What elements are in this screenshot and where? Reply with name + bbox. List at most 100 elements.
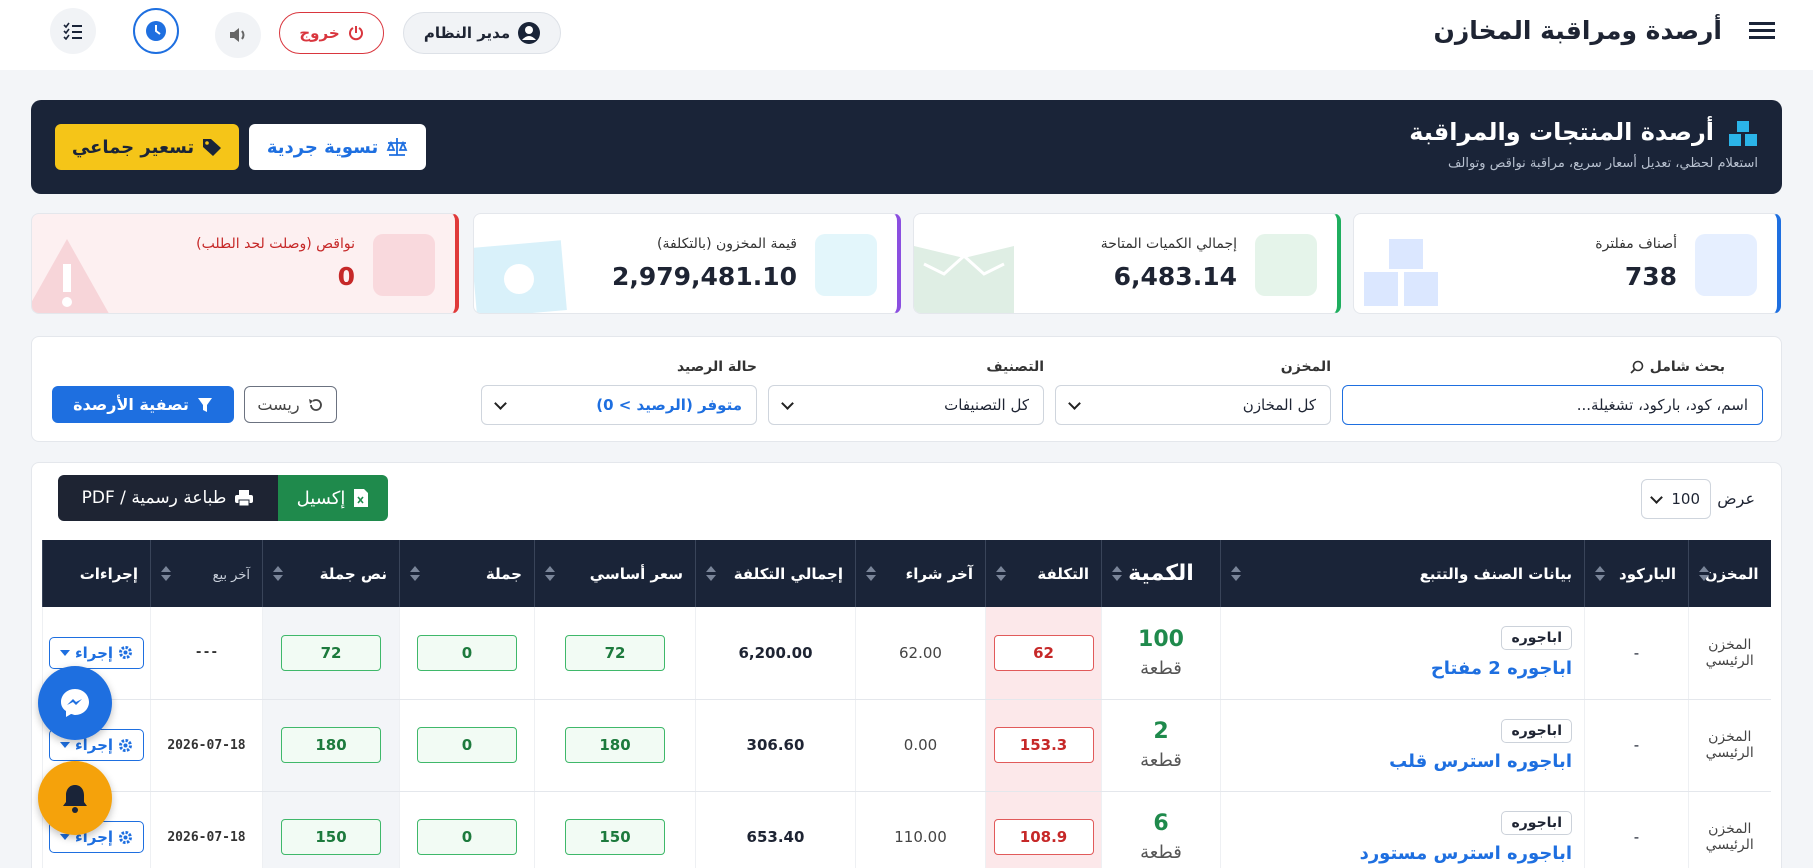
half-wholesale-cell: 72 [262,607,400,700]
notifications-button[interactable] [38,761,112,835]
wholesale-cell: 0 [399,791,535,868]
reset-button[interactable]: ريست [244,386,337,423]
messenger-button[interactable] [38,666,112,740]
excel-button[interactable]: إكسيل [278,475,388,521]
stat-card: نواقص (وصلت لحد الطلب) 0 [31,213,459,314]
item-tag-row: اباجوره [1233,810,1572,835]
column-header[interactable]: بيانات الصنف والتتبع [1220,540,1585,607]
sort-down [161,575,171,581]
item-cell: اباجوره اباجوره 2 مفتاح [1220,607,1585,700]
stat-label: إجمالي الكميات المتاحة [1100,236,1237,252]
logout-button[interactable]: خروج [279,12,384,54]
page-banner: أرصدة المنتجات والمراقبة استعلام لحظي، ت… [31,100,1782,194]
adjust-label: تسوية جردية [266,136,379,158]
warehouse-select[interactable]: كل المخازن [1055,385,1331,425]
search-label-text: بحث شامل [1649,359,1725,375]
status-select[interactable]: متوفر (الرصيد > 0) [481,385,757,425]
item-name[interactable]: اباجوره 2 مفتاح [1430,658,1572,680]
cost[interactable]: 62 [993,634,1094,671]
column-header[interactable]: آخر بيع [150,540,263,607]
last-purchase-cell: 110.00 [855,791,986,868]
sort-up [410,566,420,572]
page-size-select[interactable]: 100 [1641,479,1711,519]
reset-icon [308,398,322,411]
column-title: إجمالي التكلفة [733,564,843,583]
sound-button[interactable] [215,12,261,58]
warehouse-label: المخزن [1280,359,1331,375]
stat-watermark [474,240,567,313]
tasks-button[interactable] [50,8,96,54]
warehouse-value: كل المخازن [1242,396,1316,414]
category-tag: اباجوره [1501,718,1572,743]
column-header[interactable]: إجمالي التكلفة [695,540,856,607]
half-wholesale[interactable]: 150 [281,819,381,855]
cost[interactable]: 153.3 [993,727,1094,763]
bell-icon [63,785,87,813]
wholesale-cell: 0 [399,699,535,792]
column-header[interactable]: التكلفة [985,540,1102,607]
wholesale[interactable]: 0 [417,634,517,671]
column-header[interactable]: سعر أساسي [534,540,696,607]
cost-cell: 153.3 [985,699,1102,792]
last-sale-cell: --- [150,607,263,700]
last-purchase-cell: 62.00 [855,607,986,700]
column-header[interactable]: جملة [399,540,535,607]
column-title: نص جملة [319,564,387,583]
stat-icon [1255,234,1317,296]
stat-value: 738 [1624,262,1677,291]
base-price[interactable]: 72 [565,634,665,671]
banner-subtitle: استعلام لحظي، تعديل أسعار سريع، مراقبة ن… [1447,156,1758,171]
print-icon [235,490,254,507]
base-price[interactable]: 150 [565,819,665,855]
gear-icon [119,646,133,660]
wholesale[interactable]: 0 [417,819,517,855]
table-row: المخزن الرئيسي - اباجوره اباجوره استرس مستو… [42,791,1771,868]
item-name[interactable]: اباجوره استرس مستورد [1359,842,1572,864]
column-header[interactable]: آخر شراء [855,540,986,607]
apply-button[interactable]: تصفية الأرصدة [52,386,234,423]
total-cost: 6,200.00 [738,643,813,662]
cost-cell: 108.9 [985,791,1102,868]
cost[interactable]: 108.9 [993,819,1094,855]
menu-button[interactable] [1749,18,1775,43]
clock-button[interactable] [133,8,179,54]
adjust-button[interactable]: تسوية جردية [249,124,426,170]
total-cost: 653.40 [746,828,805,846]
search-input[interactable]: اسم، كود، باركود، تشغيلة... [1342,385,1763,425]
pricing-button[interactable]: تسعير جماعي [55,124,239,170]
category-select[interactable]: كل التصنيفات [768,385,1044,425]
sort-up [161,566,171,572]
barcode: - [1633,643,1640,662]
stat-label: نواقص (وصلت لحد الطلب) [196,236,355,252]
total-cost-cell: 306.60 [695,699,856,792]
quantity-cell: 100 قطعة [1101,607,1221,700]
chevron [494,396,507,410]
print-button[interactable]: طباعة رسمية / PDF [58,475,278,521]
category-label: التصنيف [986,359,1044,375]
user-menu[interactable]: مدير النظام [403,12,561,54]
sort-down [1112,575,1122,581]
last-purchase: 0.00 [903,736,938,754]
item-cell: اباجوره اباجوره استرس قلب [1220,699,1585,792]
column-header[interactable]: المخزن [1688,540,1771,607]
column-header[interactable]: نص جملة [262,540,400,607]
column-header[interactable]: إجراءات [42,540,151,607]
column-header[interactable]: الباركود [1584,540,1689,607]
column-header[interactable]: الكمية [1101,540,1221,607]
filter-panel: بحث شامل اسم، كود، باركود، تشغيلة... الم… [31,336,1782,442]
base-price[interactable]: 180 [565,727,665,763]
half-wholesale[interactable]: 72 [281,634,381,671]
barcode: - [1633,828,1640,846]
last-sale: 2026-07-18 [167,737,246,753]
item-name[interactable]: اباجوره استرس قلب [1389,750,1572,772]
sort-down [1231,575,1241,581]
wholesale[interactable]: 0 [417,727,517,763]
action-button[interactable]: إجراء [48,636,145,669]
warehouse-cell: المخزن الرئيسي [1688,699,1771,792]
stat-value: 6,483.14 [1113,262,1237,291]
sort-up [1595,566,1605,572]
sort-up [866,566,876,572]
sort-up [273,566,283,572]
stat-watermark [32,239,109,313]
half-wholesale[interactable]: 180 [281,727,381,763]
